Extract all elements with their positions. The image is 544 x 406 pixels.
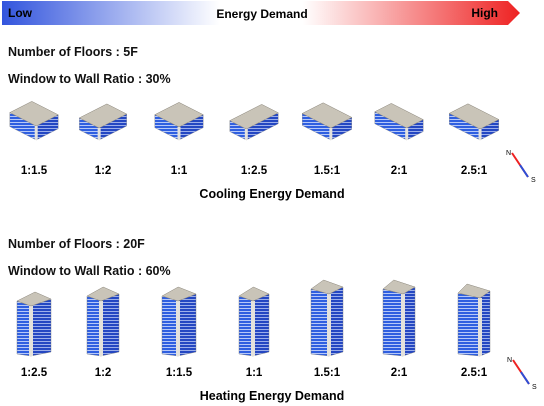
group1-wwr-label: Window to Wall Ratio : 30% [8, 72, 171, 86]
roof [86, 286, 120, 302]
building-model [229, 104, 279, 141]
aspect-ratio-label: 1:1.5 [166, 367, 193, 379]
glazed-facade [161, 295, 179, 357]
glazed-facade [30, 298, 52, 357]
aspect-ratio-label: 1:1 [171, 165, 188, 177]
building-model [161, 286, 197, 357]
aspect-ratio-label: 2:1 [391, 165, 408, 177]
building-model [457, 283, 491, 357]
solid-wall-strip [244, 129, 248, 140]
roof [9, 101, 59, 127]
compass-north-label: N [507, 357, 512, 364]
building-model [310, 279, 344, 357]
aspect-ratio-label: 1:1 [246, 367, 263, 379]
building-model [86, 286, 120, 357]
roof [78, 103, 128, 129]
roof [16, 291, 52, 307]
solid-wall-strip [401, 294, 405, 356]
roof [457, 283, 491, 299]
roof [229, 104, 279, 130]
high-rise-building-row [16, 279, 491, 357]
roof [310, 279, 344, 295]
building-model [301, 102, 353, 141]
compass-icon: N S [506, 150, 536, 184]
building-model [78, 103, 128, 141]
glazed-facade [177, 293, 197, 357]
energy-scale-arrow: Low Energy Demand High [2, 1, 520, 25]
glazed-facade [238, 295, 254, 357]
glazed-facade [16, 300, 32, 357]
aspect-ratio-label: 2:1 [391, 367, 408, 379]
building-model [238, 286, 270, 357]
aspect-ratio-label: 1.5:1 [314, 165, 341, 177]
low-rise-ratio-labels: 1:1.5 1:2 1:1 1:2.5 1.5:1 2:1 2.5:1 [21, 165, 488, 177]
glazed-facade [457, 292, 481, 357]
roof [161, 286, 197, 302]
roof [382, 279, 416, 295]
solid-wall-strip [405, 128, 409, 140]
solid-wall-strip [176, 301, 180, 356]
aspect-ratio-label: 1:2 [95, 165, 112, 177]
solid-wall-strip [97, 128, 101, 140]
building-model [382, 279, 416, 357]
glazed-facade [100, 293, 120, 357]
low-rise-building-row [9, 101, 500, 141]
compass-north-label: N [506, 150, 511, 157]
compass-icon: N S [507, 357, 537, 391]
roof [374, 103, 424, 129]
compass-south-label: S [531, 177, 536, 184]
roof [154, 102, 204, 128]
aspect-ratio-label: 1:1.5 [21, 165, 48, 177]
glazed-facade [310, 288, 330, 357]
roof [448, 103, 500, 130]
compass-south-label: S [532, 384, 537, 391]
solid-wall-strip [478, 298, 482, 356]
high-rise-ratio-labels: 1:2.5 1:2 1:1.5 1:1 1.5:1 2:1 2.5:1 [21, 367, 488, 379]
solid-wall-strip [478, 129, 482, 140]
low-label: Low [8, 6, 33, 20]
glazed-facade [328, 286, 344, 357]
energy-demand-title: Energy Demand [216, 7, 307, 21]
aspect-ratio-label: 1.5:1 [314, 367, 341, 379]
glazed-facade [382, 288, 404, 357]
aspect-ratio-label: 2.5:1 [461, 165, 488, 177]
group2-wwr-label: Window to Wall Ratio : 60% [8, 264, 171, 278]
glazed-facade [86, 295, 102, 357]
roof [301, 102, 353, 129]
solid-wall-strip [251, 301, 255, 356]
solid-wall-strip [34, 126, 38, 140]
cooling-caption: Cooling Energy Demand [199, 187, 344, 201]
solid-wall-strip [29, 306, 33, 356]
solid-wall-strip [329, 128, 333, 140]
heating-caption: Heating Energy Demand [200, 389, 344, 403]
building-model [154, 102, 204, 141]
high-label: High [471, 6, 498, 20]
solid-wall-strip [99, 301, 103, 356]
solid-wall-strip [177, 127, 181, 140]
aspect-ratio-label: 1:2.5 [21, 367, 48, 379]
group2-floors-label: Number of Floors : 20F [8, 237, 145, 251]
aspect-ratio-label: 2.5:1 [461, 367, 488, 379]
group1-floors-label: Number of Floors : 5F [8, 45, 138, 59]
building-model [16, 291, 52, 357]
glazed-facade [252, 293, 270, 357]
aspect-ratio-label: 1:2.5 [241, 165, 268, 177]
building-model [9, 101, 59, 141]
solid-wall-strip [327, 294, 331, 356]
building-model [448, 103, 500, 141]
building-model [374, 103, 424, 141]
gradient-arrow-shape [2, 1, 520, 25]
roof [238, 286, 270, 302]
aspect-ratio-label: 1:2 [95, 367, 112, 379]
